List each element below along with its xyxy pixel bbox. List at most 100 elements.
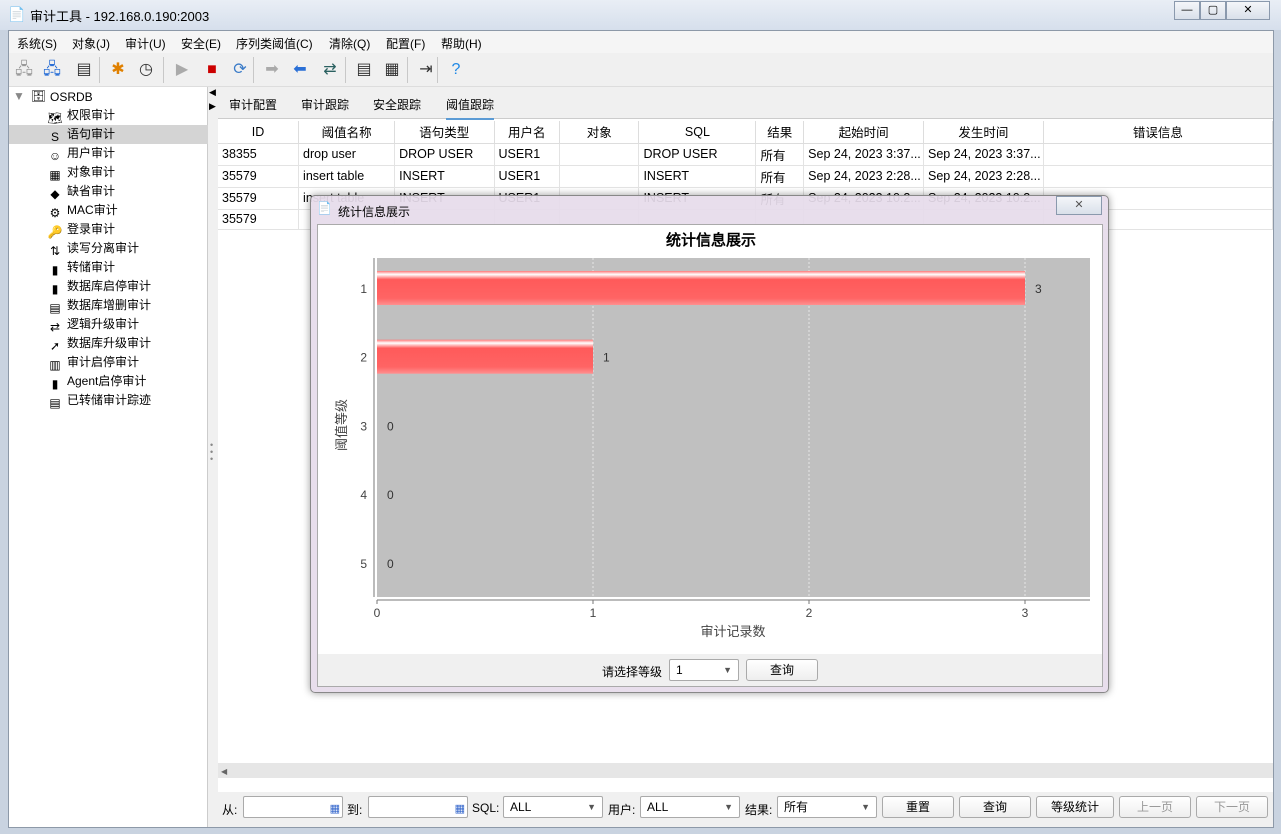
level-select[interactable]: 1 ▼ xyxy=(669,659,739,681)
menu-item[interactable]: 审计(U) xyxy=(125,37,166,51)
menu-item[interactable]: 系统(S) xyxy=(17,37,57,51)
tree-item[interactable]: ⇄ 逻辑升级审计 xyxy=(47,315,207,334)
horizontal-scrollbar[interactable]: ◀ xyxy=(218,763,1273,778)
sql-select[interactable]: ALL ▼ xyxy=(503,796,603,818)
disconnect-icon[interactable]: 🖧 xyxy=(43,61,61,78)
tab[interactable]: 审计跟踪 xyxy=(301,98,350,112)
tree-item-label: 用户审计 xyxy=(67,146,116,160)
result-value: 所有 xyxy=(784,800,809,814)
bar[interactable] xyxy=(377,339,593,374)
table-cell: DROP USER xyxy=(638,143,757,166)
column-header[interactable]: 用户名 xyxy=(494,121,561,144)
column-header[interactable]: 错误信息 xyxy=(1043,121,1274,144)
column-header[interactable]: 对象 xyxy=(559,121,640,144)
connect-icon[interactable]: 🖧 xyxy=(15,61,33,78)
bar-value-label: 0 xyxy=(387,488,394,502)
bar-value-label: 0 xyxy=(387,557,394,571)
tree-item[interactable]: S 语句审计 xyxy=(9,125,208,144)
prev-page-button[interactable]: 上一页 xyxy=(1119,796,1191,818)
tree-item[interactable]: ▦ 对象审计 xyxy=(47,163,207,182)
collapse-right-icon[interactable]: ▶ xyxy=(209,101,216,111)
menu-item[interactable]: 对象(J) xyxy=(72,37,110,51)
table-cell: 35579 xyxy=(218,209,300,230)
column-header[interactable]: 发生时间 xyxy=(923,121,1044,144)
dialog-query-button[interactable]: 查询 xyxy=(746,659,818,681)
from-date-input[interactable]: ▦ xyxy=(243,796,343,818)
tree-item[interactable]: ▥ 审计启停审计 xyxy=(47,353,207,372)
tree-item[interactable]: ▮ Agent启停审计 xyxy=(47,372,207,391)
y-tick-label: 4 xyxy=(360,488,367,502)
y-tick-label: 5 xyxy=(360,557,367,571)
grid-icon[interactable]: ▦ xyxy=(384,61,400,78)
drag-handle-icon[interactable]: • • • xyxy=(210,440,214,464)
tab[interactable]: 安全跟踪 xyxy=(373,98,422,112)
clear-icon[interactable]: ✱ xyxy=(111,61,125,78)
tree-item[interactable]: ☺ 用户审计 xyxy=(47,144,207,163)
menu-item[interactable]: 清除(Q) xyxy=(329,37,371,51)
user-select[interactable]: ALL ▼ xyxy=(640,796,740,818)
tree-item[interactable]: ▤ 数据库增删审计 xyxy=(47,296,207,315)
refresh-icon[interactable]: ⟳ xyxy=(233,61,247,78)
exit-icon[interactable]: ⇥ xyxy=(419,61,433,78)
tab[interactable]: 阈值跟踪 xyxy=(446,96,495,120)
level-stats-button[interactable]: 等级统计 xyxy=(1036,796,1114,818)
tree-item[interactable]: ➚ 数据库升级审计 xyxy=(47,334,207,353)
minimize-button[interactable]: — xyxy=(1174,1,1200,20)
column-header[interactable]: ID xyxy=(218,121,300,144)
timer-icon[interactable]: ◷ xyxy=(139,61,153,78)
tree-item[interactable]: ▮ 数据库启停审计 xyxy=(47,277,207,296)
help-icon[interactable]: ? xyxy=(451,61,461,78)
query-button[interactable]: 查询 xyxy=(959,796,1031,818)
tree-item-label: Agent启停审计 xyxy=(67,374,147,388)
tree-item[interactable]: ⇅ 读写分离审计 xyxy=(47,239,207,258)
tree-item[interactable]: ⚙ MAC审计 xyxy=(47,201,207,220)
close-button[interactable]: ✕ xyxy=(1226,1,1270,20)
result-select[interactable]: 所有 ▼ xyxy=(777,796,877,818)
maximize-button[interactable]: ▢ xyxy=(1200,1,1226,20)
next-page-button[interactable]: 下一页 xyxy=(1196,796,1268,818)
db-icon: ▮ xyxy=(51,282,59,296)
menu-item[interactable]: 帮助(H) xyxy=(441,37,482,51)
tree-icon[interactable]: ▤ xyxy=(76,61,92,78)
menu-item[interactable]: 序列类阈值(C) xyxy=(236,37,313,51)
column-header[interactable]: 阈值名称 xyxy=(298,121,396,144)
table-cell: INSERT xyxy=(638,165,757,188)
tree-item[interactable]: ◆ 缺省审计 xyxy=(47,182,207,201)
calendar-icon[interactable]: ▦ xyxy=(454,803,465,815)
tab[interactable]: 审计配置 xyxy=(229,98,278,112)
forward-icon[interactable]: ➡ xyxy=(265,61,279,78)
to-date-input[interactable]: ▦ xyxy=(368,796,468,818)
tree-item[interactable]: 🔑 登录审计 xyxy=(47,220,207,239)
column-header[interactable]: SQL xyxy=(638,121,757,144)
expand-arrow-icon[interactable]: ▼ xyxy=(13,89,25,103)
calendar-icon[interactable]: ▦ xyxy=(329,803,340,815)
swap-icon[interactable]: ⇄ xyxy=(323,61,337,78)
back-icon[interactable]: ⬅ xyxy=(293,61,307,78)
menu-item[interactable]: 配置(F) xyxy=(386,37,426,51)
collapse-left-icon[interactable]: ◀ xyxy=(209,87,216,97)
report-icon[interactable]: ▤ xyxy=(356,61,372,78)
tree-root[interactable]: OSRDB xyxy=(50,90,93,104)
stop-icon[interactable]: ■ xyxy=(207,61,217,78)
toolbar-separator xyxy=(163,57,164,83)
reset-button[interactable]: 重置 xyxy=(882,796,954,818)
column-header[interactable]: 起始时间 xyxy=(803,121,924,144)
menu-item[interactable]: 安全(E) xyxy=(181,37,221,51)
column-header[interactable]: 结果 xyxy=(755,121,805,144)
swap-icon: ⇄ xyxy=(49,320,61,334)
toolbar-separator xyxy=(99,57,100,83)
title-bar: 📄 审计工具 - 192.168.0.190:2003 — ▢ ✕ xyxy=(0,0,1281,30)
play-icon[interactable]: ▶ xyxy=(175,61,189,78)
tree-item[interactable]: ▤ 已转储审计踪迹 xyxy=(47,391,207,410)
bar[interactable] xyxy=(377,271,1025,305)
column-header[interactable]: 语句类型 xyxy=(394,121,495,144)
tree-item[interactable]: ▮ 转储审计 xyxy=(47,258,207,277)
table-row[interactable]: 38355 drop user DROP USER USER1 DROP USER 所有 S… xyxy=(218,143,1274,166)
plot-area xyxy=(377,258,1090,597)
x-tick-label: 2 xyxy=(806,606,813,620)
split-divider[interactable]: ◀ ▶ • • • xyxy=(208,87,218,827)
table-cell: insert table xyxy=(298,165,396,188)
dialog-close-button[interactable]: ✕ xyxy=(1056,196,1102,215)
tree-item[interactable]: 🗺 权限审计 xyxy=(47,106,207,125)
